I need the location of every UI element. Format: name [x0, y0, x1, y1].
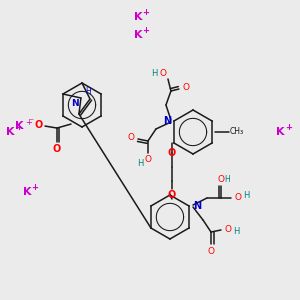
- Text: O: O: [53, 144, 61, 154]
- Text: N: N: [193, 201, 201, 211]
- Text: H: H: [224, 175, 230, 184]
- Text: K: K: [134, 29, 142, 40]
- Text: O: O: [168, 190, 176, 200]
- Text: O: O: [235, 194, 242, 202]
- Text: O: O: [144, 155, 152, 164]
- Text: H: H: [137, 160, 143, 169]
- Text: O: O: [218, 175, 224, 184]
- Text: O: O: [182, 83, 189, 92]
- Text: +: +: [26, 118, 32, 127]
- Text: O: O: [128, 133, 134, 142]
- Text: O: O: [224, 224, 232, 233]
- Text: K: K: [15, 121, 23, 131]
- Text: CH₃: CH₃: [230, 128, 244, 136]
- Text: +: +: [142, 26, 149, 35]
- Text: O: O: [168, 148, 176, 158]
- Text: H: H: [233, 227, 239, 236]
- Text: O: O: [159, 68, 167, 77]
- Text: ⁻: ⁻: [28, 117, 34, 127]
- Text: +: +: [142, 8, 149, 17]
- Text: K: K: [6, 127, 15, 137]
- Text: N: N: [71, 100, 79, 109]
- Text: O: O: [208, 247, 214, 256]
- Text: +: +: [32, 184, 38, 193]
- Text: K: K: [134, 11, 142, 22]
- Text: +: +: [15, 124, 22, 133]
- Text: H: H: [85, 86, 91, 95]
- Text: +: +: [285, 124, 292, 133]
- Text: O: O: [35, 120, 43, 130]
- Text: K: K: [276, 127, 285, 137]
- Text: K: K: [23, 187, 31, 197]
- Text: N: N: [163, 116, 171, 126]
- Text: H: H: [151, 68, 157, 77]
- Text: H: H: [243, 191, 249, 200]
